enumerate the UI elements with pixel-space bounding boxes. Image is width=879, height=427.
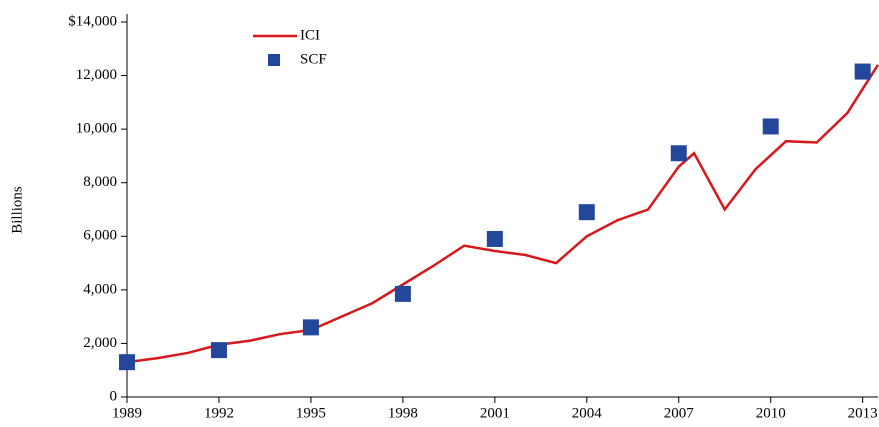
marker — [302, 319, 319, 336]
x-tick-label: 2013 — [848, 405, 878, 421]
x-tick-label: 2004 — [572, 405, 603, 421]
marker — [486, 230, 503, 247]
legend-swatch — [268, 54, 280, 66]
legend-label: SCF — [300, 51, 327, 67]
y-tick-label: 8,000 — [83, 174, 117, 190]
y-tick-label: 0 — [110, 388, 118, 404]
x-tick-label: 2001 — [480, 405, 510, 421]
marker — [119, 354, 135, 371]
x-tick-label: 1992 — [204, 405, 234, 421]
y-tick-label: 4,000 — [83, 281, 117, 297]
marker — [394, 285, 411, 302]
legend-label: ICI — [300, 27, 320, 43]
line — [126, 64, 879, 364]
x-tick-label: 1989 — [112, 405, 142, 421]
marker — [670, 145, 687, 162]
y-tick-label: 6,000 — [83, 228, 117, 244]
marker — [762, 118, 779, 135]
marker — [210, 342, 227, 359]
x-tick-label: 2007 — [664, 405, 695, 421]
y-tick-label: 2,000 — [83, 335, 117, 351]
marker — [578, 204, 595, 221]
x-tick-label: 1998 — [388, 405, 418, 421]
y-tick-label: 10,000 — [76, 121, 117, 137]
marker — [854, 63, 871, 80]
x-tick-label: 2010 — [756, 405, 786, 421]
x-tick-label: 1995 — [296, 405, 326, 421]
y-tick-label: 12,000 — [76, 67, 117, 83]
y-axis-label: Billions — [9, 186, 25, 234]
y-tick-label: $14,000 — [68, 13, 117, 29]
